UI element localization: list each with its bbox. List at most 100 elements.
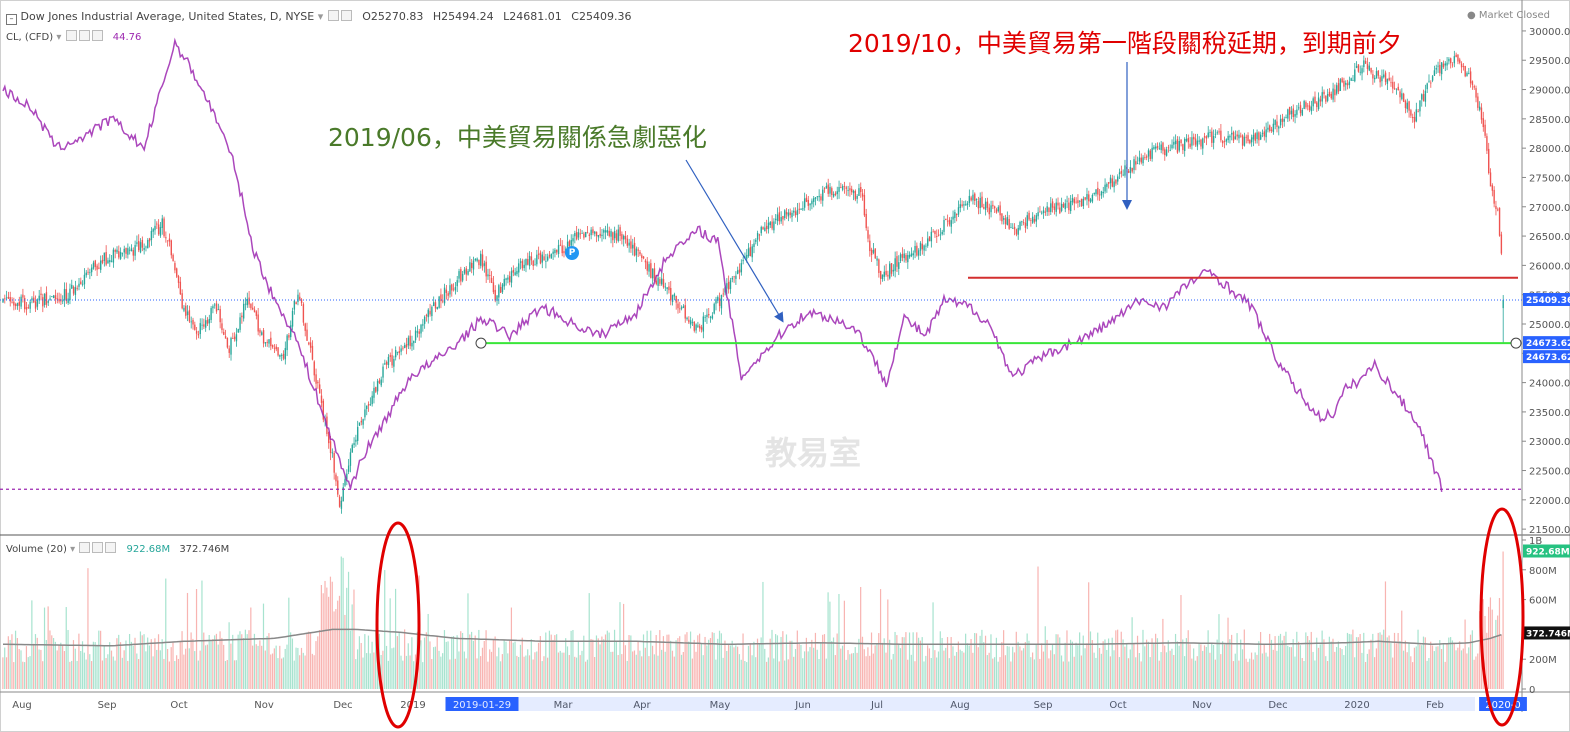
- candle-body: [1098, 194, 1101, 196]
- eye-icon[interactable]: [65, 30, 77, 41]
- settings-icon[interactable]: [92, 542, 104, 553]
- volume-label[interactable]: Volume (20): [6, 544, 67, 555]
- volume-bar: [952, 646, 954, 689]
- candle-body: [226, 337, 229, 348]
- volume-bar: [1098, 648, 1101, 689]
- candle-body: [588, 234, 591, 236]
- candle-body: [749, 247, 752, 257]
- candle-body: [548, 254, 551, 257]
- volume-bar: [20, 650, 22, 689]
- volume-bar: [724, 640, 726, 689]
- candle-body: [1292, 108, 1294, 118]
- volume-tag-label: 372.746M: [1526, 629, 1570, 639]
- volume-bar: [454, 658, 456, 689]
- candle-body: [1261, 132, 1264, 134]
- candle-body: [490, 277, 493, 283]
- dropdown-icon[interactable]: ▾: [70, 544, 76, 555]
- candle-body: [1442, 63, 1445, 68]
- candle-body: [516, 270, 518, 275]
- candle-body: [738, 269, 741, 273]
- volume-bar: [1234, 653, 1236, 689]
- volume-bar: [1245, 658, 1247, 689]
- close-icon[interactable]: [91, 30, 103, 41]
- candle-body: [1135, 161, 1137, 165]
- volume-bar: [1207, 630, 1209, 689]
- price-tag-label: 24673.62: [1526, 353, 1570, 363]
- candle-body: [530, 256, 533, 261]
- candle-body: [241, 315, 243, 318]
- dropdown-icon[interactable]: ▾: [56, 32, 62, 43]
- volume-bar: [939, 631, 941, 689]
- volume-bar: [291, 638, 294, 689]
- candle-body: [1079, 200, 1081, 202]
- volume-bar: [1131, 617, 1133, 689]
- volume-bar: [776, 635, 779, 689]
- candle-body: [975, 198, 978, 201]
- candle-body: [1107, 182, 1110, 184]
- candle-body: [344, 479, 346, 486]
- candle-body: [118, 251, 120, 258]
- close-icon[interactable]: [105, 542, 117, 553]
- candle-body: [346, 473, 348, 480]
- candle-body: [1307, 105, 1309, 107]
- candle-body: [633, 242, 636, 256]
- volume-bar: [1437, 646, 1439, 689]
- volume-bar: [988, 652, 990, 689]
- volume-bar: [49, 630, 51, 689]
- candle-body: [641, 255, 643, 258]
- candle-body: [154, 225, 156, 231]
- volume-bar: [1339, 647, 1341, 689]
- candle-body: [1379, 77, 1381, 83]
- volume-bar: [662, 636, 665, 689]
- volume-bar: [1491, 609, 1493, 689]
- volume-bar: [653, 654, 655, 689]
- dividend-flag-icon[interactable]: P: [565, 246, 579, 260]
- candle-body: [816, 196, 819, 198]
- candle-body: [1227, 135, 1229, 141]
- volume-bar: [342, 557, 344, 689]
- volume-bar: [353, 589, 355, 689]
- eye-icon[interactable]: [79, 542, 91, 553]
- volume-bar: [109, 642, 111, 689]
- candle-body: [22, 294, 24, 298]
- candle-body: [355, 439, 357, 442]
- candle-body: [161, 218, 163, 228]
- settings-icon[interactable]: [78, 30, 90, 41]
- settings-icon[interactable]: [340, 10, 352, 21]
- candle-body: [168, 238, 171, 242]
- candle-body: [29, 301, 31, 309]
- candle-body: [574, 233, 576, 237]
- collapse-icon[interactable]: –: [6, 14, 17, 25]
- candle-body: [286, 335, 288, 351]
- volume-bar: [1384, 581, 1387, 689]
- dropdown-icon[interactable]: ▾: [317, 10, 324, 23]
- candle-body: [119, 251, 122, 259]
- volume-bar: [308, 631, 310, 689]
- volume-bar: [253, 633, 256, 689]
- candle-body: [836, 191, 838, 195]
- volume-bar: [62, 645, 64, 689]
- candle-body: [896, 256, 898, 267]
- symbol-title[interactable]: Dow Jones Industrial Average, United Sta…: [20, 10, 315, 23]
- volume-bar: [1421, 645, 1423, 689]
- candle-body: [680, 307, 683, 309]
- volume-bar: [1460, 650, 1463, 689]
- volume-bar: [1178, 645, 1180, 689]
- volume-bar: [438, 650, 440, 689]
- volume-bar: [1444, 661, 1446, 689]
- volume-bar: [1278, 635, 1280, 689]
- volume-bar: [427, 613, 429, 689]
- volume-bar: [74, 648, 76, 689]
- candle-body: [89, 272, 91, 274]
- volume-bar: [675, 640, 677, 689]
- eye-icon[interactable]: [327, 10, 339, 21]
- candle-body: [451, 284, 453, 291]
- candle-body: [648, 264, 650, 272]
- candle-body: [398, 351, 401, 354]
- volume-bar: [1091, 640, 1093, 689]
- candle-body: [1439, 64, 1441, 74]
- candle-body: [747, 248, 750, 257]
- volume-bar: [1350, 634, 1352, 689]
- overlay-label[interactable]: CL, (CFD): [6, 32, 54, 43]
